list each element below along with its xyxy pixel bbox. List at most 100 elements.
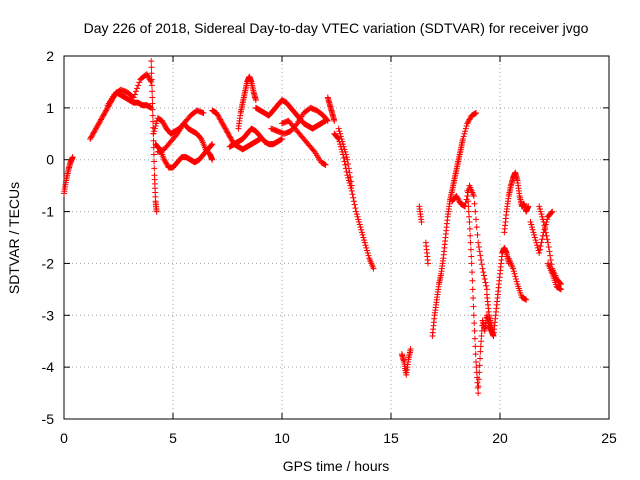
data-point <box>511 270 518 277</box>
data-point <box>471 335 478 342</box>
data-point <box>226 133 233 140</box>
data-point <box>252 97 259 104</box>
data-point <box>473 216 480 223</box>
data-point <box>355 216 362 223</box>
data-point <box>538 239 545 246</box>
data-point <box>102 108 109 115</box>
data-point <box>153 120 160 127</box>
data-point <box>100 112 107 119</box>
data-point <box>149 88 156 95</box>
data-point <box>481 275 488 282</box>
data-point <box>358 226 365 233</box>
data-point <box>363 244 370 251</box>
data-point <box>343 168 350 175</box>
y-axis: -5 -4 -3 -2 -1 0 1 2 <box>42 48 609 427</box>
data-point <box>103 106 110 113</box>
data-point <box>475 239 482 246</box>
data-point <box>453 193 460 200</box>
data-point <box>87 134 94 141</box>
data-point <box>461 130 468 137</box>
grid <box>64 56 609 419</box>
data-point <box>152 123 159 130</box>
data-point <box>197 135 204 142</box>
data-point <box>469 269 476 276</box>
data-point <box>163 160 170 167</box>
data-point <box>342 148 349 155</box>
data-point <box>541 222 548 229</box>
data-point <box>148 58 155 65</box>
x-axis-label: GPS time / hours <box>283 458 390 474</box>
data-point <box>148 76 155 83</box>
data-point <box>472 343 479 350</box>
data-point <box>465 203 472 210</box>
data-point <box>324 117 331 124</box>
data-point <box>347 174 354 180</box>
data-point <box>95 121 102 128</box>
data-point <box>149 94 156 101</box>
data-point <box>223 126 230 133</box>
data-point <box>150 137 157 144</box>
data-point <box>546 248 553 255</box>
data-point <box>279 135 285 142</box>
data-point <box>477 343 484 350</box>
data-point <box>149 100 156 107</box>
data-point <box>531 231 538 238</box>
data-point <box>342 161 349 168</box>
data-point <box>474 379 481 386</box>
data-point <box>350 194 357 201</box>
data-point <box>360 234 367 241</box>
data-point <box>130 94 137 101</box>
data-point <box>213 110 220 117</box>
data-point <box>532 237 539 244</box>
data-point <box>480 269 487 276</box>
data-point <box>545 244 552 251</box>
data-point <box>356 221 363 228</box>
data-point <box>459 135 466 142</box>
y-tick-label: 0 <box>46 152 54 168</box>
y-tick-label: -4 <box>42 359 55 375</box>
data-point <box>94 123 101 130</box>
data-point <box>536 250 543 257</box>
data-point <box>222 125 229 132</box>
data-point <box>340 154 347 161</box>
data-point <box>356 218 363 225</box>
data-point <box>89 132 96 139</box>
data-point <box>470 303 477 310</box>
data-point <box>361 239 368 246</box>
data-point <box>475 390 482 397</box>
data-point <box>200 110 207 117</box>
data-point <box>336 128 343 135</box>
data-point <box>464 187 471 194</box>
data-point <box>340 143 347 150</box>
data-point <box>557 280 564 287</box>
data-point <box>478 333 485 340</box>
data-point <box>159 117 166 124</box>
data-point <box>456 198 463 205</box>
data-point <box>512 275 519 282</box>
x-axis: 0 5 10 15 20 25 <box>60 56 617 446</box>
data-point <box>159 119 166 126</box>
data-point <box>218 119 225 126</box>
data-point <box>151 158 158 165</box>
data-point <box>544 239 551 246</box>
data-point <box>220 123 227 130</box>
data-point <box>162 159 169 166</box>
data-point <box>466 218 473 225</box>
data-point <box>135 82 142 89</box>
data-point <box>472 208 479 215</box>
data-point <box>161 156 168 163</box>
data-point <box>425 260 432 267</box>
data-point <box>69 154 76 161</box>
data-point <box>536 205 543 212</box>
data-point <box>468 260 475 267</box>
data-point <box>477 348 484 355</box>
y-tick-label: -2 <box>42 255 55 271</box>
data-point <box>173 132 180 139</box>
data-point <box>162 158 169 165</box>
data-point <box>464 120 471 127</box>
data-point <box>217 117 224 124</box>
data-point <box>465 198 472 205</box>
data-point <box>460 133 467 140</box>
data-point <box>359 231 366 238</box>
x-tick-label: 15 <box>383 430 399 446</box>
